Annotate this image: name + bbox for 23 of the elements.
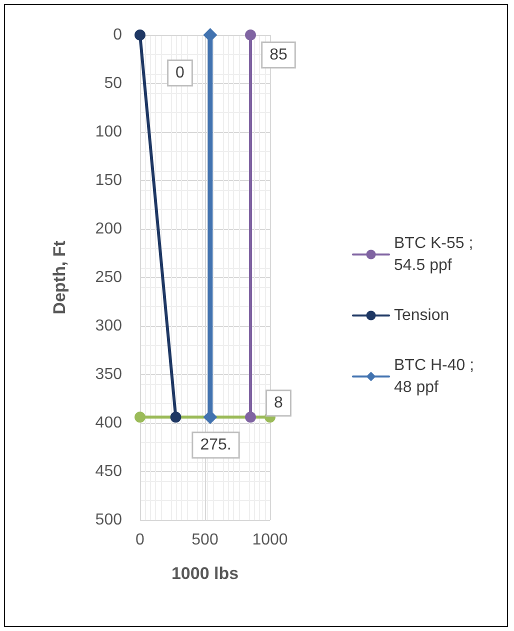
x-axis-title: 1000 lbs — [171, 564, 239, 583]
legend-label: BTC K-55 ; 54.5 ppf — [394, 235, 478, 274]
y-tick-label: 300 — [95, 318, 122, 334]
annotation: 275. — [200, 436, 232, 454]
annotation: 85 — [270, 46, 288, 64]
legend-label: Tension — [394, 307, 450, 324]
y-tick-label: 250 — [95, 269, 122, 286]
y-tick-label: 150 — [95, 172, 122, 189]
annotation: 0 — [176, 64, 185, 82]
y-tick-label: 0 — [113, 26, 122, 44]
x-tick-label: 500 — [192, 532, 218, 548]
x-tick-label: 1000 — [252, 532, 288, 548]
y-tick-label: 50 — [104, 75, 122, 92]
y-tick-label: 200 — [95, 220, 122, 238]
y-tick-label: 350 — [95, 366, 122, 383]
x-tick-label: 0 — [136, 532, 145, 548]
y-axis-title: Depth, Ft — [50, 240, 69, 314]
y-tick-label: 500 — [95, 512, 122, 528]
annotation: 8 — [274, 394, 284, 412]
legend-label: BTC H-40 ; 48 ppf — [394, 357, 478, 396]
y-tick-label: 400 — [95, 414, 122, 432]
y-tick-label: 450 — [95, 463, 122, 480]
y-tick-label: 100 — [95, 124, 122, 140]
